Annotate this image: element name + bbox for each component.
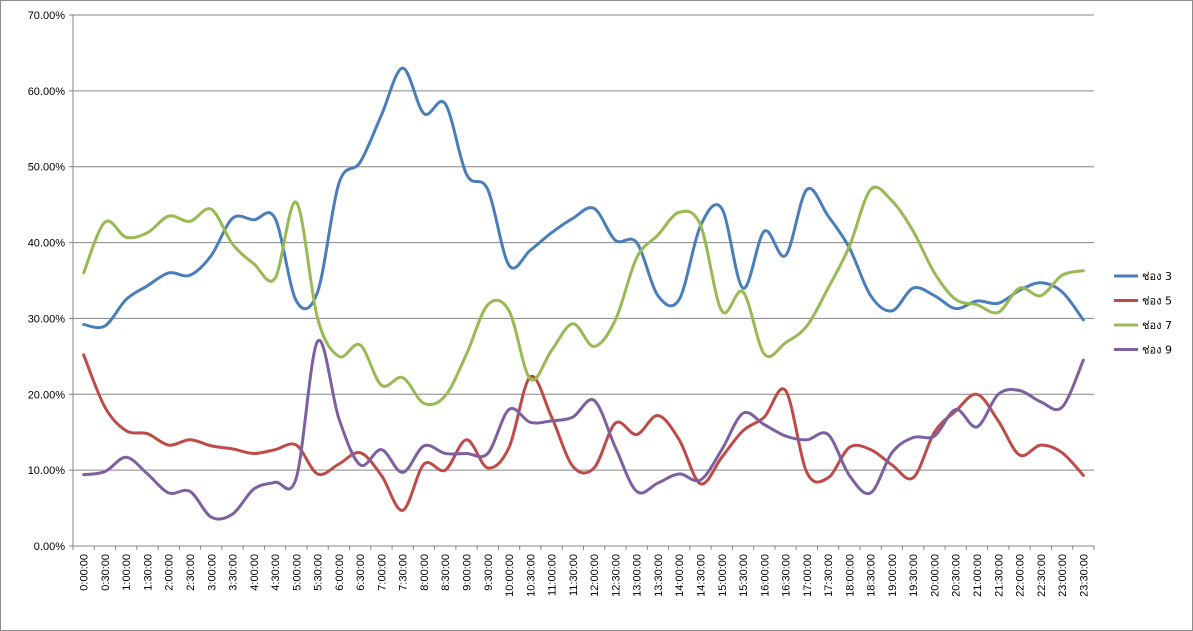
series-line-3 xyxy=(82,185,1085,407)
x-tick-label: 6:30:00 xyxy=(355,554,367,591)
x-tick-label: 4:00:00 xyxy=(249,554,261,591)
x-tick-label: 18:00:00 xyxy=(844,554,856,597)
y-tick-label: 60.00% xyxy=(28,86,66,98)
y-tick-label: 20.00% xyxy=(28,389,66,401)
x-tick-label: 16:00:00 xyxy=(759,554,771,597)
legend: ช่อง 3 ช่อง 5 ช่อง 7 ช่อง 9 xyxy=(1114,270,1172,357)
x-tick-label: 6:00:00 xyxy=(334,554,346,591)
series-line-1 xyxy=(82,66,1085,330)
x-tick-label: 2:00:00 xyxy=(164,554,176,591)
x-tick-label: 14:00:00 xyxy=(674,554,686,597)
x-tick-label: 20:00:00 xyxy=(929,554,941,597)
series-line-4 xyxy=(82,338,1085,521)
x-tick-label: 5:30:00 xyxy=(313,554,325,591)
x-tick-label: 19:30:00 xyxy=(908,554,920,597)
x-tick-label: 13:00:00 xyxy=(632,554,644,597)
x-tick-label: 23:00:00 xyxy=(1057,554,1069,597)
x-tick-label: 4:30:00 xyxy=(270,554,282,591)
x-tick-label: 19:00:00 xyxy=(887,554,899,597)
y-tick-label: 10.00% xyxy=(28,465,66,477)
x-tick-label: 2:30:00 xyxy=(185,554,197,591)
x-tick-label: 7:30:00 xyxy=(398,554,410,591)
x-tick-label: 1:30:00 xyxy=(142,554,154,591)
x-tick-label: 8:00:00 xyxy=(419,554,431,591)
y-tick-label: 70.00% xyxy=(28,10,66,22)
x-tick-label: 11:30:00 xyxy=(568,554,580,596)
x-tick-label: 21:30:00 xyxy=(993,554,1005,597)
x-tick-label: 15:30:00 xyxy=(738,554,750,597)
x-tick-label: 12:00:00 xyxy=(589,554,601,597)
x-tick-label: 3:00:00 xyxy=(206,554,218,591)
y-tick-label: 30.00% xyxy=(28,313,66,325)
x-tick-label: 14:30:00 xyxy=(695,554,707,597)
x-tick-label: 3:30:00 xyxy=(228,554,240,591)
x-tick-label: 5:00:00 xyxy=(291,554,303,591)
x-tick-label: 12:30:00 xyxy=(610,554,622,597)
x-tick-label: 16:30:00 xyxy=(781,554,793,597)
y-tick-label: 0.00% xyxy=(34,541,65,553)
series-line-2 xyxy=(82,353,1085,512)
x-tick-label: 22:00:00 xyxy=(1015,554,1027,597)
x-tick-label: 20:30:00 xyxy=(951,554,963,597)
x-tick-label: 17:00:00 xyxy=(802,554,814,597)
x-tick-label: 10:00:00 xyxy=(504,554,516,597)
x-tick-label: 15:00:00 xyxy=(717,554,729,597)
y-tick-label: 40.00% xyxy=(28,238,66,250)
y-tick-label: 50.00% xyxy=(28,162,66,174)
x-tick-label: 21:00:00 xyxy=(972,554,984,597)
x-tick-label: 18:30:00 xyxy=(866,554,878,597)
x-tick-label: 1:00:00 xyxy=(121,554,133,591)
legend-label: ช่อง 9 xyxy=(1142,344,1172,357)
x-tick-label: 17:30:00 xyxy=(823,554,835,597)
x-tick-label: 7:00:00 xyxy=(376,554,388,591)
x-tick-label: 0:00:00 xyxy=(79,554,91,591)
x-tick-label: 23:30:00 xyxy=(1078,554,1090,597)
x-tick-label: 9:30:00 xyxy=(483,554,495,591)
x-tick-label: 0:30:00 xyxy=(100,554,112,591)
x-tick-label: 9:00:00 xyxy=(462,554,474,591)
x-tick-label: 10:30:00 xyxy=(525,554,537,597)
x-axis: 0:00:00 0:30:00 1:00:00 1:30:00 2:00:00 2:30:… xyxy=(72,545,1095,597)
y-axis: 0.00% 10.00% 20.00% 30.00% 40.00% 50.00% 60.00… xyxy=(28,10,74,553)
x-tick-label: 8:30:00 xyxy=(440,554,452,591)
x-tick-label: 11:00:00 xyxy=(547,554,559,596)
gridlines xyxy=(73,14,1094,471)
legend-label: ช่อง 3 xyxy=(1142,270,1172,283)
legend-label: ช่อง 7 xyxy=(1142,319,1172,332)
series-lines xyxy=(82,66,1085,521)
legend-label: ช่อง 5 xyxy=(1142,295,1172,308)
x-tick-label: 22:30:00 xyxy=(1036,554,1048,597)
x-tick-label: 13:30:00 xyxy=(653,554,665,597)
